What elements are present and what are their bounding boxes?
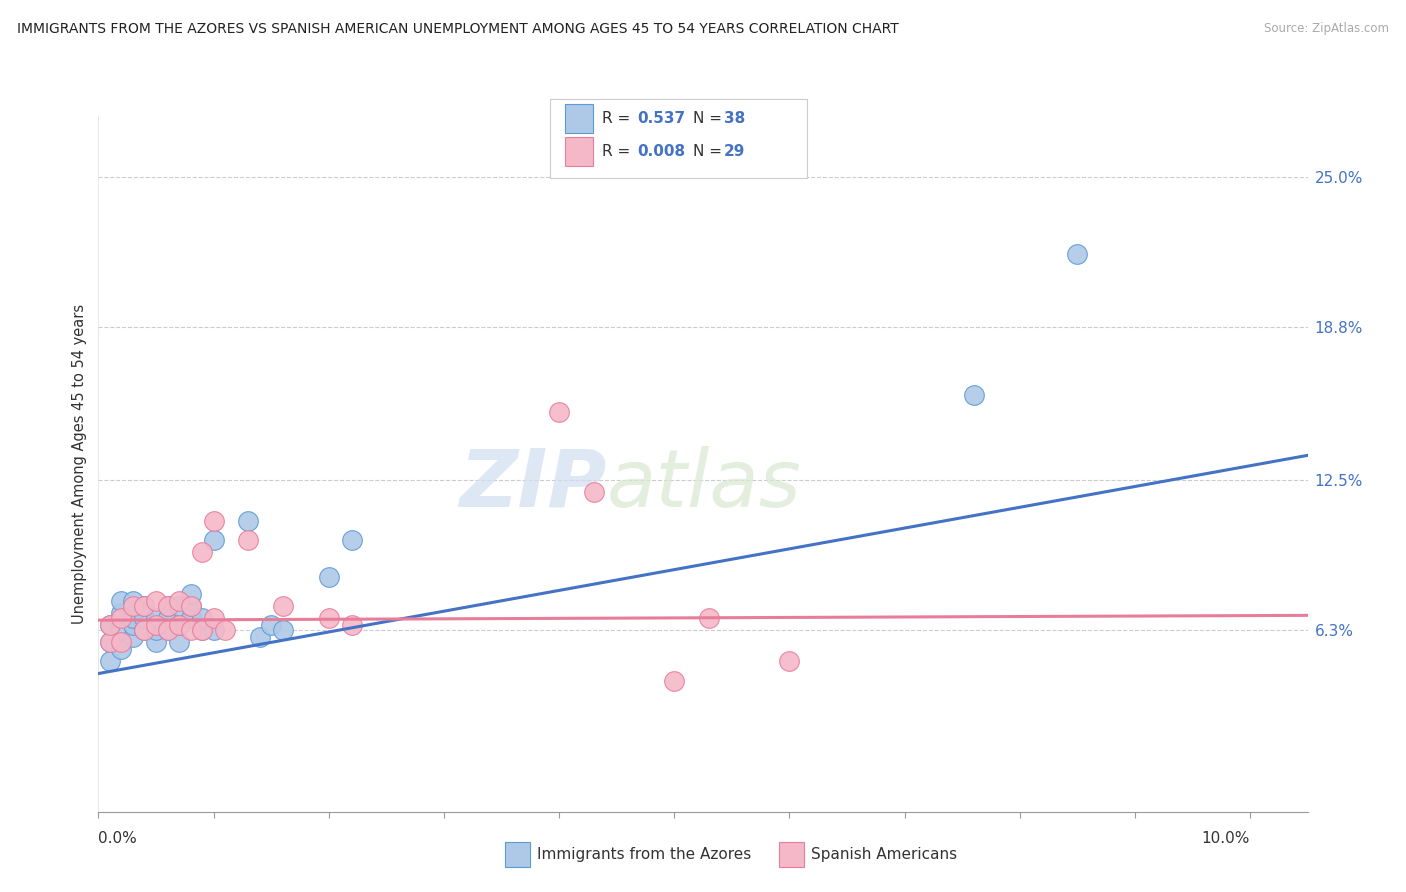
Point [180, 623, 202, 637]
Point [271, 623, 294, 637]
Point [249, 630, 271, 644]
Point [134, 599, 156, 613]
Point [214, 623, 236, 637]
Point [582, 484, 605, 499]
Point [110, 642, 132, 657]
Point [122, 618, 145, 632]
Point [134, 623, 156, 637]
Point [145, 623, 167, 637]
Point [98, 618, 121, 632]
Point [167, 618, 190, 632]
Text: N =: N = [693, 112, 727, 126]
Point [340, 533, 363, 548]
Text: Immigrants from the Azores: Immigrants from the Azores [537, 847, 751, 862]
Point [167, 599, 190, 613]
Point [156, 599, 179, 613]
Text: R =: R = [602, 145, 636, 159]
Point [156, 623, 179, 637]
Point [962, 388, 984, 402]
Point [122, 611, 145, 625]
Point [191, 623, 214, 637]
Text: 38: 38 [724, 112, 745, 126]
Point [180, 599, 202, 613]
Text: 0.537: 0.537 [637, 112, 685, 126]
Text: 0.008: 0.008 [637, 145, 685, 159]
Point [145, 594, 167, 608]
Point [548, 405, 571, 419]
Point [180, 611, 202, 625]
Text: 29: 29 [724, 145, 745, 159]
Point [167, 618, 190, 632]
Point [778, 654, 800, 668]
Point [110, 623, 132, 637]
Text: Spanish Americans: Spanish Americans [811, 847, 957, 862]
Point [202, 611, 225, 625]
Text: N =: N = [693, 145, 727, 159]
Point [122, 630, 145, 644]
Point [202, 623, 225, 637]
Point [236, 514, 259, 528]
Point [180, 586, 202, 600]
Point [110, 635, 132, 649]
Point [318, 569, 340, 583]
Text: 0.0%: 0.0% [98, 831, 138, 847]
Point [191, 545, 214, 559]
Point [202, 514, 225, 528]
Point [145, 635, 167, 649]
Point [145, 611, 167, 625]
Text: R =: R = [602, 112, 636, 126]
Point [167, 635, 190, 649]
Point [134, 611, 156, 625]
Point [110, 606, 132, 620]
Point [191, 623, 214, 637]
Point [110, 611, 132, 625]
Point [110, 594, 132, 608]
Point [98, 635, 121, 649]
Text: IMMIGRANTS FROM THE AZORES VS SPANISH AMERICAN UNEMPLOYMENT AMONG AGES 45 TO 54 : IMMIGRANTS FROM THE AZORES VS SPANISH AM… [17, 22, 898, 37]
Text: atlas: atlas [606, 446, 801, 524]
Point [318, 611, 340, 625]
Point [271, 599, 294, 613]
Point [98, 635, 121, 649]
Point [180, 599, 202, 613]
Point [156, 611, 179, 625]
Text: 10.0%: 10.0% [1202, 831, 1250, 847]
Point [260, 618, 283, 632]
Point [156, 623, 179, 637]
Text: ZIP: ZIP [458, 446, 606, 524]
Point [122, 599, 145, 613]
Point [98, 618, 121, 632]
Point [122, 594, 145, 608]
Point [202, 533, 225, 548]
Point [191, 611, 214, 625]
Y-axis label: Unemployment Among Ages 45 to 54 years: Unemployment Among Ages 45 to 54 years [72, 304, 87, 624]
Point [156, 599, 179, 613]
Point [134, 599, 156, 613]
Point [236, 533, 259, 548]
Point [134, 623, 156, 637]
Point [98, 654, 121, 668]
Point [340, 618, 363, 632]
Point [664, 673, 686, 688]
Point [697, 611, 720, 625]
Point [167, 594, 190, 608]
Point [145, 618, 167, 632]
Point [1066, 247, 1088, 261]
Text: Source: ZipAtlas.com: Source: ZipAtlas.com [1264, 22, 1389, 36]
